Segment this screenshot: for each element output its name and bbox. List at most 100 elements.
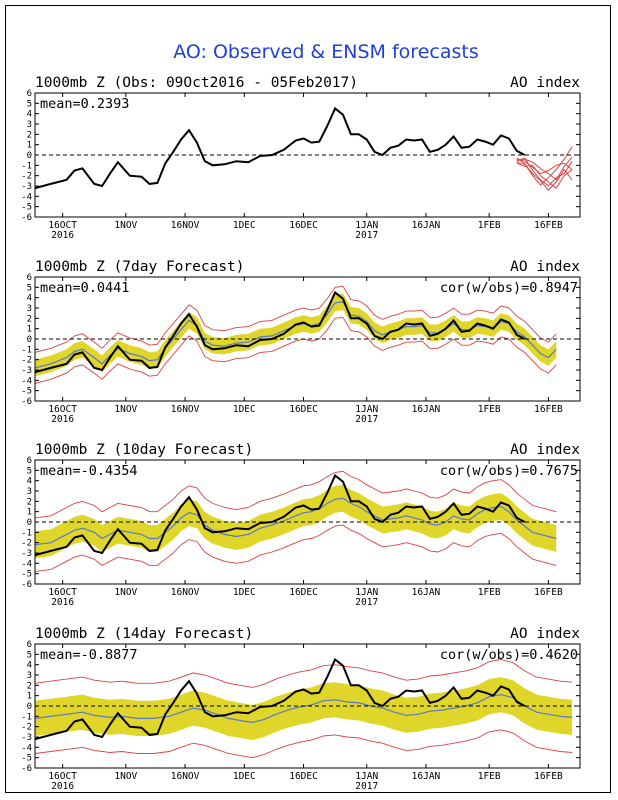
y-tick-label: 6	[27, 273, 32, 283]
y-tick-label: -2	[21, 356, 32, 366]
x-tick-year-label: 2017	[355, 781, 378, 792]
x-tick-label: 16JAN	[412, 771, 441, 782]
y-tick-label: 5	[27, 99, 32, 109]
y-tick-label: -6	[21, 397, 32, 407]
x-tick-label: 1JAN	[355, 771, 378, 782]
y-tick-label: -3	[21, 366, 32, 376]
panel-right-label: AO index	[510, 75, 580, 91]
ensemble-min-line	[35, 729, 573, 759]
y-tick-label: 3	[27, 120, 32, 130]
x-tick-label: 16DEC	[289, 404, 318, 415]
x-tick-label: 16FEB	[534, 404, 563, 415]
y-tick-label: 3	[27, 304, 32, 314]
mean-label: mean=-0.8877	[40, 647, 138, 663]
ensemble-member-5	[516, 156, 573, 181]
x-tick-label: 1DEC	[233, 587, 256, 598]
ensemble-member-2	[516, 157, 573, 187]
x-tick-label: 16OCT	[48, 771, 77, 782]
x-tick-label: 1FEB	[478, 587, 501, 598]
panel-right-label: AO index	[510, 626, 580, 642]
x-tick-label: 1NOV	[114, 771, 137, 782]
y-tick-label: 1	[27, 692, 32, 702]
plot-area	[35, 470, 580, 573]
panel-title: 1000mb Z (10day Forecast)	[35, 442, 253, 458]
y-tick-label: 2	[27, 130, 32, 140]
x-tick-label: 16NOV	[171, 587, 200, 598]
x-tick-label: 16OCT	[48, 587, 77, 598]
y-tick-label: 3	[27, 671, 32, 681]
ensemble-mean-line	[35, 497, 557, 546]
x-tick-year-label: 2017	[355, 230, 378, 241]
y-tick-label: -5	[21, 570, 32, 580]
plot-area	[35, 106, 580, 191]
y-tick-label: -5	[21, 387, 32, 397]
x-tick-label: 1NOV	[114, 587, 137, 598]
correlation-label: cor(w/obs)=0.8947	[440, 280, 578, 296]
y-tick-label: 6	[27, 456, 32, 466]
mean-label: mean=0.0441	[40, 280, 129, 296]
x-tick-label: 16DEC	[289, 587, 318, 598]
x-tick-label: 1NOV	[114, 404, 137, 415]
plot-area	[35, 285, 580, 384]
observed-line	[35, 290, 526, 374]
y-tick-label: -3	[21, 549, 32, 559]
ensemble-min-line	[35, 524, 557, 573]
mean-label: mean=0.2393	[40, 96, 129, 112]
y-tick-label: 6	[27, 640, 32, 650]
x-tick-label: 16DEC	[289, 771, 318, 782]
y-tick-label: 4	[27, 661, 32, 671]
y-tick-label: -2	[21, 539, 32, 549]
panel-right-label: AO index	[510, 442, 580, 458]
y-tick-label: 2	[27, 497, 32, 507]
y-tick-label: -3	[21, 182, 32, 192]
y-tick-label: -2	[21, 172, 32, 182]
y-tick-label: -4	[21, 376, 32, 386]
ensemble-mean-line	[35, 693, 573, 724]
y-tick-label: -3	[21, 733, 32, 743]
y-tick-label: -4	[21, 192, 32, 202]
y-tick-label: 1	[27, 508, 32, 518]
ensemble-max-line	[35, 470, 557, 519]
y-tick-label: 4	[27, 477, 32, 487]
x-tick-label: 16OCT	[48, 404, 77, 415]
x-tick-label: 16FEB	[534, 587, 563, 598]
figure-title: AO: Observed & ENSM forecasts	[173, 41, 478, 63]
ensemble-member-6	[516, 161, 573, 191]
ensemble-max-line	[35, 285, 557, 353]
x-tick-year-label: 2017	[355, 414, 378, 425]
x-tick-year-label: 2016	[51, 414, 74, 425]
x-tick-year-label: 2016	[51, 781, 74, 792]
x-tick-label: 16JAN	[412, 220, 441, 231]
ensemble-spread-band	[35, 677, 573, 741]
y-tick-label: 5	[27, 283, 32, 293]
y-tick-label: 2	[27, 314, 32, 324]
x-tick-label: 16FEB	[534, 771, 563, 782]
x-tick-label: 1DEC	[233, 220, 256, 231]
ensemble-spread-band	[35, 293, 557, 377]
y-tick-label: -1	[21, 712, 32, 722]
y-tick-label: -1	[21, 161, 32, 171]
x-tick-label: 16JAN	[412, 587, 441, 598]
x-tick-label: 1JAN	[355, 587, 378, 598]
x-tick-label: 16FEB	[534, 220, 563, 231]
y-tick-label: -1	[21, 528, 32, 538]
mean-label: mean=-0.4354	[40, 463, 138, 479]
y-tick-label: -1	[21, 345, 32, 355]
ensemble-member-1	[516, 158, 573, 175]
x-tick-year-label: 2017	[355, 597, 378, 608]
x-tick-label: 16JAN	[412, 404, 441, 415]
y-tick-label: 0	[27, 335, 32, 345]
y-tick-label: -4	[21, 559, 32, 569]
y-tick-label: 6	[27, 89, 32, 99]
y-tick-label: -2	[21, 723, 32, 733]
x-tick-label: 1NOV	[114, 220, 137, 231]
ensemble-min-line	[35, 316, 557, 384]
x-tick-label: 16OCT	[48, 220, 77, 231]
y-tick-label: 4	[27, 110, 32, 120]
